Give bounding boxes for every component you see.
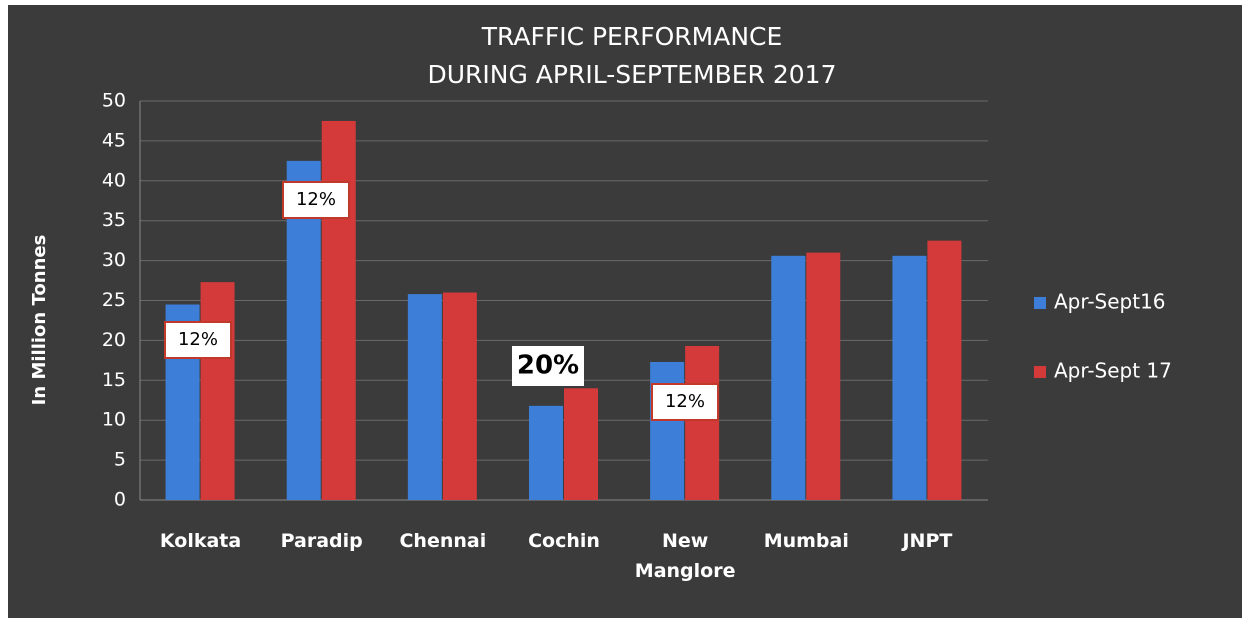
bar — [771, 255, 806, 500]
legend-marker — [1034, 297, 1046, 309]
legend-label: Apr-Sept 17 — [1054, 359, 1172, 383]
x-tick-label: New Manglore — [634, 530, 736, 582]
y-tick-label: 50 — [102, 90, 126, 112]
annotation-box — [651, 383, 719, 421]
annotation: 12% — [296, 189, 336, 210]
x-tick-label: Cochin — [528, 530, 600, 552]
bar — [407, 294, 442, 500]
x-tick-label: Paradip — [280, 530, 363, 552]
y-tick-label: 35 — [102, 209, 126, 231]
bar — [442, 292, 477, 500]
bar — [200, 282, 235, 500]
y-tick-label: 5 — [114, 449, 126, 471]
x-tick-label: JNPT — [902, 530, 953, 552]
y-tick-label: 45 — [102, 129, 126, 151]
annotation: 12% — [665, 391, 705, 412]
y-tick-label: 0 — [114, 489, 126, 511]
annotation: 20% — [517, 351, 579, 381]
y-tick-label: 15 — [102, 369, 126, 391]
bar — [806, 252, 841, 500]
bar — [529, 405, 563, 500]
y-tick-label: 30 — [102, 249, 126, 271]
annotation-box — [164, 321, 232, 359]
x-tick-label: Mumbai — [763, 530, 849, 552]
y-tick-label: 25 — [102, 289, 126, 311]
chart-title: TRAFFIC PERFORMANCE — [481, 22, 783, 51]
chart-title: DURING APRIL-SEPTEMBER 2017 — [427, 60, 836, 89]
x-tick-label: Kolkata — [159, 530, 242, 552]
annotation: 12% — [178, 329, 218, 350]
annotation-box — [282, 181, 350, 219]
bar — [927, 240, 962, 500]
y-tick-label: 10 — [102, 409, 126, 431]
annotation-bg — [512, 346, 584, 386]
bar — [892, 255, 927, 500]
legend-marker — [1034, 366, 1046, 378]
y-tick-label: 20 — [102, 329, 126, 351]
x-tick-label: Chennai — [399, 530, 487, 552]
bar — [564, 388, 598, 500]
legend-label: Apr-Sept16 — [1054, 290, 1166, 314]
bar — [685, 345, 720, 500]
bar — [321, 120, 356, 500]
y-tick-label: 40 — [102, 169, 126, 191]
y-axis-label: In Million Tonnes — [29, 235, 50, 406]
bar — [650, 361, 685, 500]
